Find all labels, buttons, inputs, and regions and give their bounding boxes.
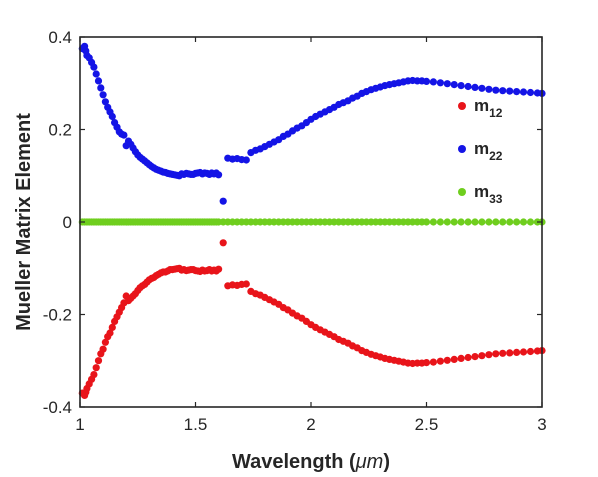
y-tick-label: -0.2 <box>43 306 72 325</box>
data-point-m33 <box>436 218 444 226</box>
data-point-m22 <box>526 88 535 97</box>
data-point-m22 <box>219 197 227 205</box>
data-point-m12 <box>464 353 472 362</box>
data-point-m22 <box>506 87 514 95</box>
x-tick-label: 2 <box>306 415 315 434</box>
data-point-m22 <box>120 131 128 139</box>
data-point-m22 <box>443 80 451 88</box>
data-point-m33 <box>478 218 486 226</box>
x-tick-label: 1.5 <box>184 415 208 434</box>
data-point-m12 <box>99 345 107 353</box>
data-point-m22 <box>499 87 507 95</box>
data-point-m12 <box>506 349 514 357</box>
data-point-m22 <box>101 98 109 106</box>
data-point-m33 <box>513 218 521 226</box>
legend-marker-m33 <box>458 188 466 196</box>
data-point-m22 <box>436 79 444 87</box>
x-tick-label: 1 <box>75 415 84 434</box>
data-point-m33 <box>422 218 431 226</box>
x-tick-label: 3 <box>537 415 546 434</box>
data-point-m22 <box>90 63 98 71</box>
data-point-m33 <box>519 218 528 226</box>
y-axis-title: Mueller Matrix Element <box>13 113 35 331</box>
data-point-m12 <box>92 364 100 372</box>
data-point-m22 <box>513 88 521 96</box>
legend-label-m12: m12 <box>474 96 503 120</box>
legend-label-m22: m22 <box>474 139 503 163</box>
data-point-m22 <box>478 84 486 92</box>
data-point-m33 <box>492 218 500 226</box>
data-point-m12 <box>492 350 500 358</box>
data-point-m33 <box>450 218 458 226</box>
data-point-m33 <box>485 218 493 226</box>
data-point-m22 <box>92 70 100 78</box>
data-point-m12 <box>219 239 227 247</box>
legend-label-m33: m33 <box>474 182 503 206</box>
legend-marker-m12 <box>458 102 466 110</box>
data-point-m33 <box>443 218 451 226</box>
data-point-m12 <box>519 348 528 356</box>
data-point-m22 <box>422 77 431 85</box>
data-point-m12 <box>471 353 479 361</box>
data-point-m22 <box>471 83 479 91</box>
data-point-m12 <box>485 351 493 359</box>
data-point-m33 <box>429 218 437 226</box>
y-tick-label: 0.2 <box>48 121 72 140</box>
data-point-m12 <box>499 349 507 357</box>
data-point-m22 <box>485 85 493 93</box>
data-point-m12 <box>513 348 521 356</box>
legend-marker-m22 <box>458 145 466 153</box>
data-point-m12 <box>422 359 431 367</box>
data-point-m22 <box>492 86 500 94</box>
data-point-m22 <box>450 81 458 89</box>
y-tick-label: -0.4 <box>43 398 72 417</box>
legend: m12 m22 m33 <box>458 96 503 206</box>
x-axis-title-unit: μm <box>355 451 384 473</box>
data-point-m12 <box>106 329 114 337</box>
data-point-m22 <box>215 171 223 179</box>
data-point-m33 <box>499 218 507 226</box>
data-point-m22 <box>242 156 250 164</box>
data-point-m12 <box>101 338 109 346</box>
x-axis-title-close: ) <box>383 451 390 473</box>
data-point-m33 <box>464 218 472 226</box>
data-point-m12 <box>215 265 223 273</box>
data-point-m22 <box>108 112 116 121</box>
data-point-m22 <box>99 91 107 99</box>
data-point-m12 <box>457 354 465 362</box>
data-point-m22 <box>519 88 528 96</box>
data-point-m12 <box>450 355 458 363</box>
x-axis-title-text: Wavelength ( <box>232 451 356 473</box>
axis-ticks <box>79 36 543 408</box>
data-point-m12 <box>478 352 486 360</box>
data-point-m12 <box>242 280 250 288</box>
data-point-m12 <box>108 323 116 331</box>
data-point-m12 <box>443 356 451 364</box>
x-tick-label: 2.5 <box>415 415 439 434</box>
data-points-layer <box>78 42 546 399</box>
data-point-m33 <box>471 218 479 226</box>
data-point-m12 <box>90 371 98 379</box>
axis-tick-labels: 1 1.5 2 2.5 3 -0.4 -0.2 0 0.2 0.4 <box>43 28 547 434</box>
data-point-m22 <box>94 77 103 85</box>
data-point-m22 <box>457 82 465 90</box>
data-point-m12 <box>429 358 437 366</box>
data-point-m33 <box>526 218 535 226</box>
y-tick-label: 0 <box>63 213 72 232</box>
data-point-m12 <box>526 347 535 356</box>
data-point-m22 <box>464 82 472 91</box>
data-point-m12 <box>94 357 103 365</box>
data-point-m22 <box>429 78 437 86</box>
data-point-m12 <box>436 357 444 365</box>
x-axis-title: Wavelength (μm) <box>232 451 390 473</box>
data-point-m33 <box>457 218 465 226</box>
data-point-m22 <box>97 84 105 92</box>
data-point-m33 <box>506 218 514 226</box>
y-tick-label: 0.4 <box>48 28 72 47</box>
